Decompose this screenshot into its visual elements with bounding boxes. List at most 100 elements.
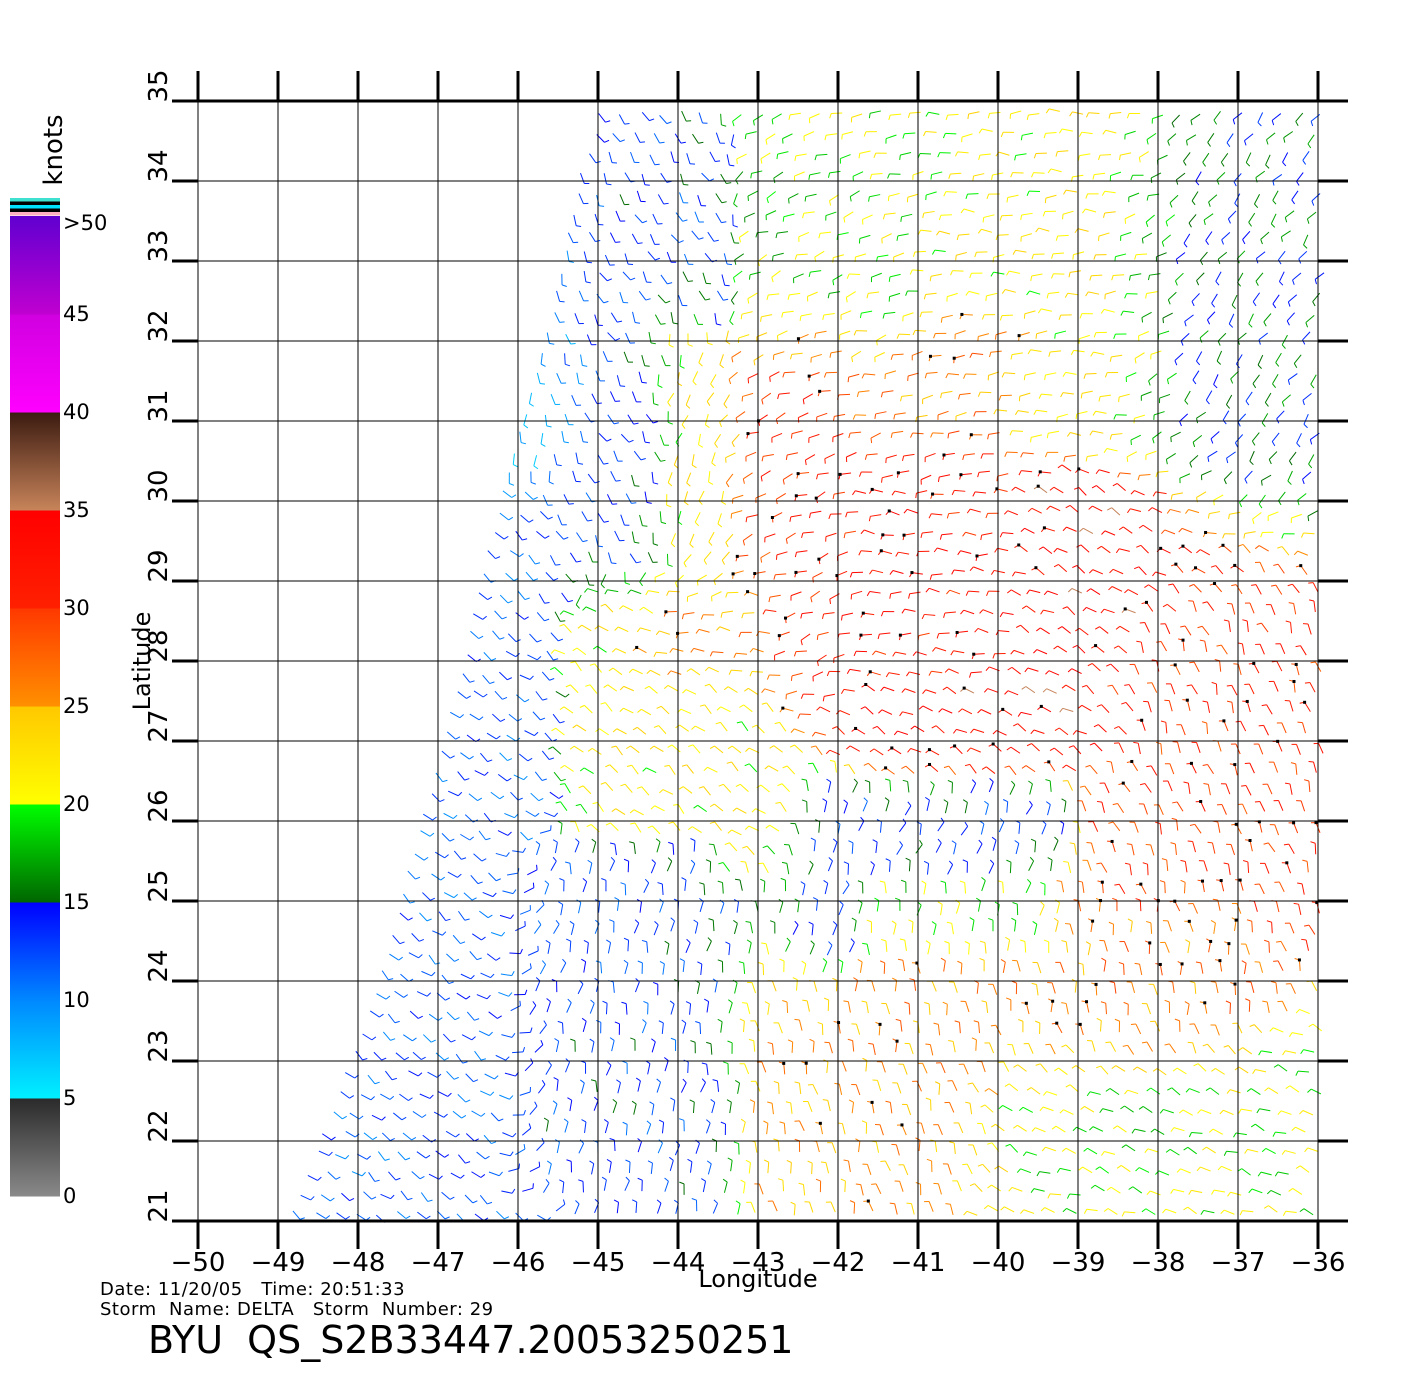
wind-barb-flag (701, 1078, 706, 1083)
wind-barb (930, 1139, 938, 1153)
wind-barb-shaft (882, 534, 894, 536)
wind-barb (764, 1001, 770, 1015)
wind-barb-shaft (771, 1103, 774, 1115)
wind-barb-shaft (948, 668, 959, 674)
wind-barb-flag (1106, 760, 1112, 763)
wind-barb-flag (528, 1123, 532, 1129)
wind-barb (1245, 998, 1251, 1012)
wind-barb (700, 1078, 706, 1093)
wind-barb (743, 590, 759, 596)
wind-barb-flag (1252, 1069, 1256, 1075)
wind-barb (750, 1080, 761, 1092)
wind-barb-shaft (1146, 602, 1154, 612)
wind-barb (773, 1080, 780, 1094)
wind-barb-flag (693, 919, 699, 924)
wind-barb (570, 821, 580, 833)
wind-barb-flag (425, 1154, 431, 1159)
wind-barb-shaft (767, 1162, 770, 1174)
wind-barb (647, 552, 658, 563)
wind-barb-flag (708, 843, 714, 846)
wind-barb (1262, 1000, 1270, 1013)
wind-barb (1259, 862, 1270, 874)
wind-barb-shaft (937, 547, 948, 552)
wind-barb-flag (630, 1037, 636, 1041)
wind-barb-flag (839, 900, 844, 906)
wind-barb-flag (585, 684, 591, 687)
wind-barb (976, 897, 982, 912)
wind-barb-shaft (742, 1021, 745, 1033)
wind-barb-flag (794, 552, 797, 558)
wind-barb (1248, 661, 1260, 674)
wind-barb (1208, 1128, 1223, 1135)
wind-barb (1242, 699, 1251, 713)
wind-barb-flag (749, 648, 754, 653)
wind-barb (1114, 883, 1126, 895)
wind-barb (790, 672, 803, 681)
wind-barb-flag (1086, 1091, 1091, 1097)
wind-barb-flag (552, 856, 557, 862)
wind-barb (664, 764, 676, 775)
wind-barb-shaft (946, 1004, 948, 1016)
wind-barb-flag (1035, 1020, 1041, 1024)
wind-barb-shaft (569, 552, 577, 563)
wind-barb-flag (601, 1176, 607, 1181)
wind-barb-shaft (682, 960, 685, 972)
wind-barb-shaft (625, 1003, 628, 1015)
wind-barb-shaft (1251, 1188, 1263, 1194)
wind-barb (574, 1200, 580, 1215)
wind-barb (1152, 1068, 1167, 1076)
wind-barb-flag (843, 1159, 849, 1162)
wind-barb (726, 1099, 732, 1114)
wind-barb-shaft (806, 1000, 810, 1012)
wind-barb (777, 783, 790, 793)
wind-barb (718, 783, 732, 793)
wind-barb (505, 572, 519, 582)
wind-barb-flag (470, 975, 475, 980)
wind-barb-flag (1223, 862, 1229, 865)
wind-barb-flag (940, 957, 946, 962)
wind-barb-flag (763, 1120, 769, 1124)
wind-barb-shaft (1002, 1105, 1013, 1112)
wind-barb-flag (782, 765, 788, 769)
wind-barb (964, 941, 970, 955)
wind-barb-shaft (563, 610, 574, 616)
rain-flag (753, 572, 757, 576)
wind-barb (575, 594, 582, 609)
wind-barb-shaft (1063, 801, 1067, 813)
wind-barb-flag (800, 613, 803, 619)
wind-barb-shaft (1308, 924, 1316, 935)
wind-barb-flag (575, 803, 581, 807)
wind-barb-shaft (607, 942, 612, 954)
wind-barb-shaft (797, 901, 800, 913)
wind-barb-flag (1133, 741, 1139, 744)
wind-barb-shaft (539, 964, 547, 975)
wind-barb-shaft (1002, 612, 1014, 615)
wind-barb-shaft (457, 771, 465, 781)
wind-barb-shaft (984, 942, 987, 954)
wind-barb-flag (1226, 1089, 1231, 1094)
wind-barb-flag (802, 999, 808, 1002)
wind-barb (1114, 1018, 1121, 1033)
wind-barb-shaft (589, 684, 598, 694)
wind-barb (800, 693, 815, 699)
wind-barb-flag (1304, 681, 1310, 684)
wind-barb-shaft (1313, 761, 1317, 773)
wind-barb (355, 1050, 368, 1061)
wind-barb-shaft (484, 1073, 495, 1080)
wind-barb-shaft (1110, 1041, 1117, 1052)
wind-barb-flag (366, 1155, 372, 1160)
wind-barb (1129, 821, 1139, 833)
wind-barb (1308, 582, 1319, 593)
wind-barb (1270, 981, 1278, 994)
wind-barb (441, 832, 455, 842)
rain-flag (1199, 799, 1203, 803)
wind-barb (1223, 1045, 1236, 1055)
wind-barb-flag (447, 1092, 452, 1097)
wind-barb-shaft (670, 920, 675, 932)
wind-barb (1099, 1108, 1114, 1114)
wind-barb-shaft (1084, 785, 1092, 796)
wind-barb-flag (822, 958, 828, 963)
wind-barb-shaft (672, 1100, 676, 1112)
wind-barb (901, 688, 916, 693)
wind-barb (1017, 711, 1032, 717)
